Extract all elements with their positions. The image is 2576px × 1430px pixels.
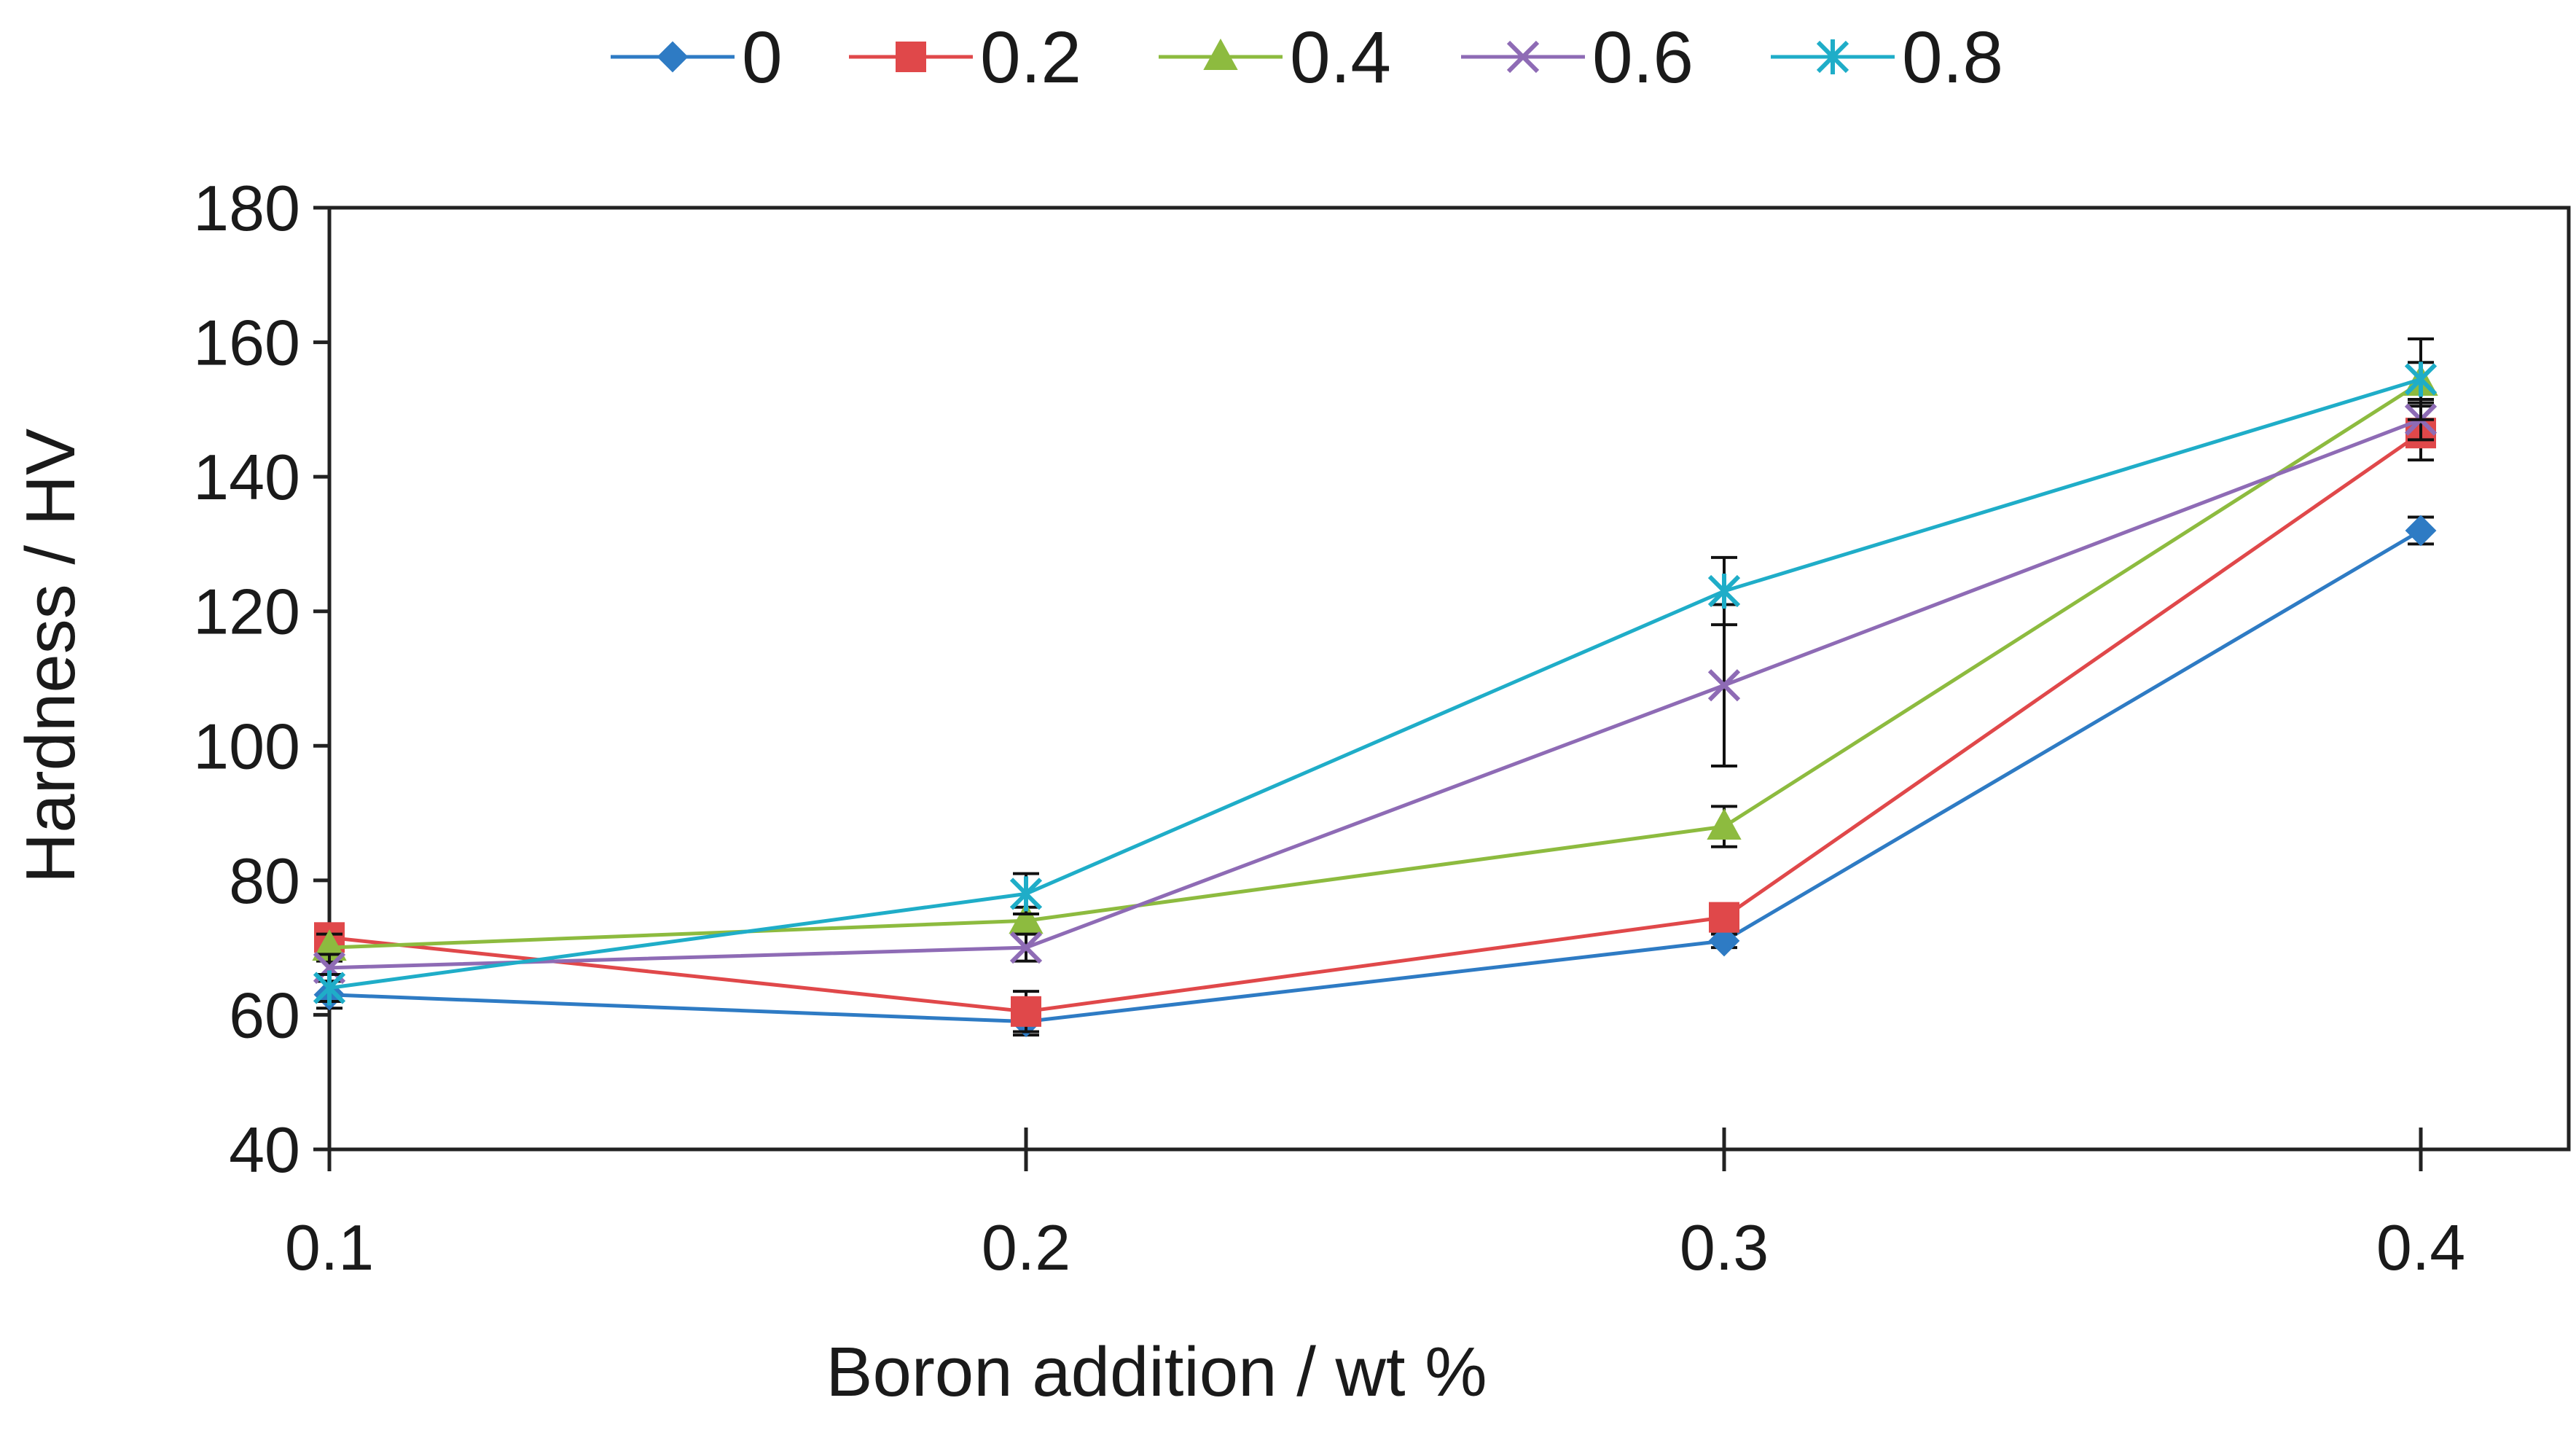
data-point	[313, 970, 346, 1006]
y-axis-title: Hardness / HV	[12, 429, 90, 883]
series-0-4	[312, 361, 2438, 963]
legend-marker	[896, 42, 926, 72]
data-point	[1707, 574, 1741, 609]
x-tick-label: 0.2	[982, 1211, 1070, 1284]
legend-label: 0.8	[1902, 17, 2003, 98]
marker-stroke	[1506, 40, 1540, 74]
series-line	[329, 380, 2422, 950]
plot-area-border	[327, 206, 2571, 1152]
legend-label: 0.4	[1290, 17, 1391, 98]
series-0-6	[313, 398, 2438, 984]
legend-label: 0	[742, 17, 783, 98]
legend-entry-0: 0	[611, 17, 783, 98]
legend-marker	[1203, 38, 1238, 70]
tick-layer: 40 60 80 100 120 140 160 180 0.1 0.2 0.3 0.4	[193, 172, 2465, 1284]
series-line	[329, 418, 2422, 970]
legend-marker	[1816, 39, 1849, 74]
y-tick-label: 120	[193, 576, 300, 648]
marker-stroke	[1009, 931, 1043, 964]
data-point	[1011, 996, 1041, 1027]
y-tick-label: 180	[193, 172, 300, 244]
series-line	[329, 431, 2422, 1014]
y-tick-label: 140	[193, 441, 300, 513]
data-point	[1709, 902, 1739, 933]
data-point	[1009, 876, 1043, 912]
legend-entry-0-2: 0.2	[849, 17, 1081, 98]
legend-entry-0-6: 0.6	[1461, 17, 1694, 98]
legend-marker	[1506, 40, 1540, 74]
legend-entry-0-8: 0.8	[1771, 17, 2003, 98]
plot-frame-layer	[327, 206, 2571, 1152]
x-axis-title: Boron addition / wt %	[826, 1333, 1487, 1411]
data-point	[1707, 808, 1742, 840]
legend: 0 0.2 0.4 0.6 0.8	[611, 17, 2003, 98]
series-0-8	[313, 337, 2438, 1006]
x-tick-label: 0.4	[2376, 1211, 2465, 1284]
legend-label: 0.6	[1592, 17, 1694, 98]
legend-entry-0-4: 0.4	[1159, 17, 1391, 98]
legend-label: 0.2	[980, 17, 1081, 98]
series-layer	[312, 337, 2438, 1038]
series-0-2	[314, 405, 2436, 1034]
y-tick-label: 100	[193, 710, 300, 782]
data-point	[2405, 515, 2437, 547]
data-point	[1707, 669, 1741, 702]
y-tick-label: 160	[193, 307, 300, 379]
data-point	[2404, 362, 2438, 397]
data-point	[1708, 925, 1740, 957]
y-tick-label: 80	[229, 845, 300, 917]
data-point	[1009, 931, 1043, 964]
x-tick-label: 0.1	[285, 1211, 374, 1284]
y-tick-label: 60	[229, 979, 300, 1051]
y-tick-label: 40	[229, 1114, 300, 1186]
marker-stroke	[1707, 669, 1741, 702]
legend-marker	[657, 41, 689, 73]
series-line	[329, 528, 2422, 1024]
x-tick-label: 0.3	[1680, 1211, 1769, 1284]
series-line	[329, 377, 2422, 990]
